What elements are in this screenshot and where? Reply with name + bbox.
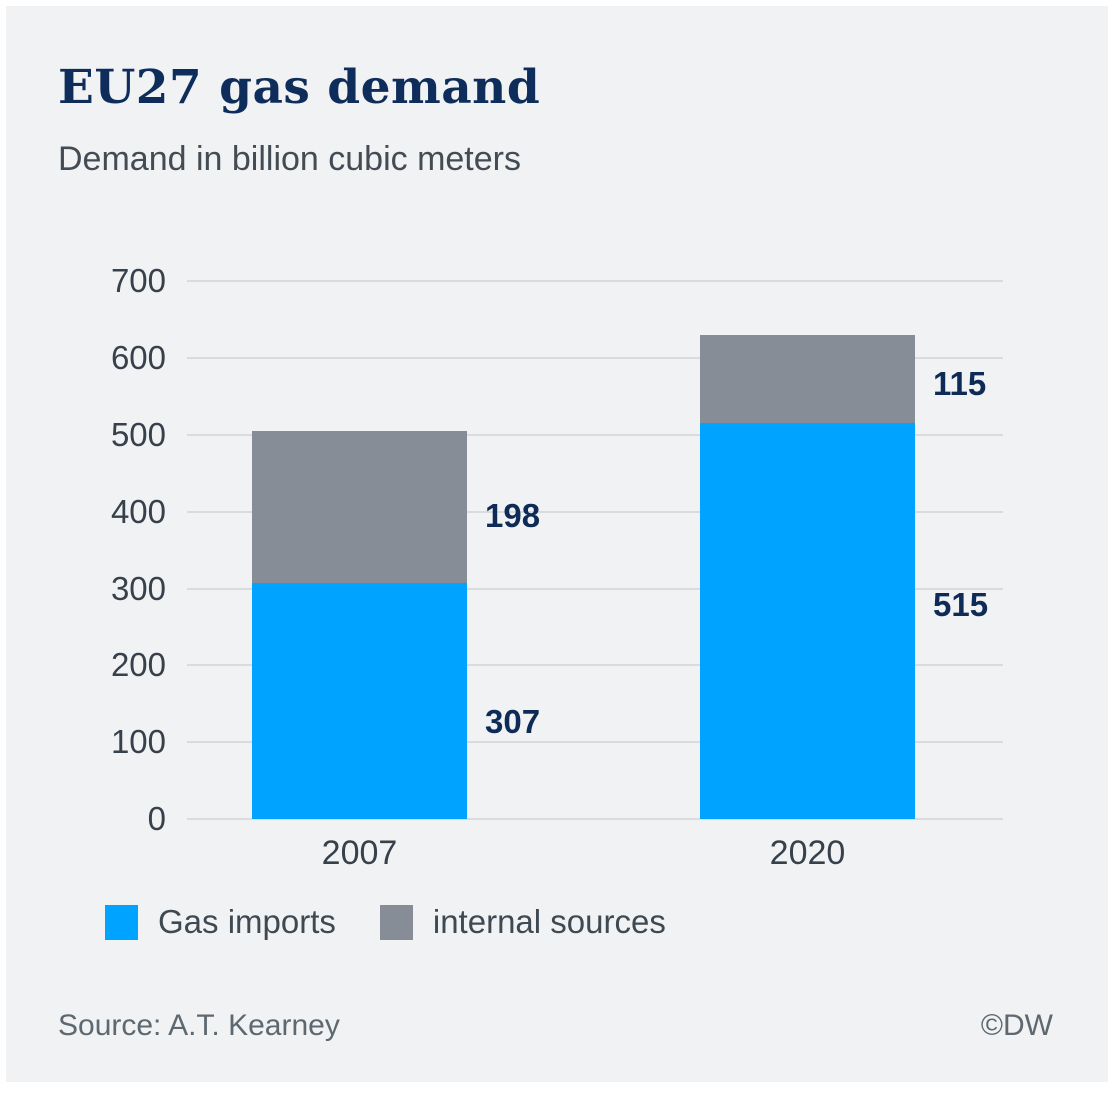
x-axis-label-2020: 2020	[769, 834, 846, 872]
chart-title: EU27 gas demand	[58, 60, 541, 115]
value-label-2007-gas-imports: 307	[485, 703, 541, 741]
legend-label-internal-sources: internal sources	[432, 903, 666, 940]
value-label-2020-internal-sources: 115	[933, 365, 987, 403]
x-axis-label-2007: 2007	[321, 834, 398, 872]
gridline-300	[187, 587, 1003, 590]
y-tick-label-500: 500	[110, 416, 166, 453]
y-tick-label-400: 400	[110, 492, 166, 530]
value-label-2007-internal-sources: 198	[485, 497, 541, 535]
bar-2020-internal-sources	[700, 335, 915, 424]
gridline-500	[187, 434, 1003, 436]
y-tick-label-200: 200	[110, 646, 166, 684]
gas-imports-swatch-icon	[105, 904, 138, 940]
y-tick-label-0: 0	[147, 800, 166, 837]
legend-label-gas-imports: Gas imports	[158, 903, 336, 940]
y-tick-label-100: 100	[110, 723, 166, 761]
bar-2007-gas-imports	[252, 583, 467, 819]
infographic-panel: EU27 gas demand Demand in billion cubic …	[6, 6, 1108, 1082]
internal-sources-swatch-icon	[379, 904, 413, 940]
y-tick-label-700: 700	[110, 262, 166, 300]
gridline-400	[187, 510, 1003, 513]
gridline-600	[187, 357, 1003, 360]
gridline-700	[187, 280, 1003, 283]
chart-legend: Gas imports internal sources	[105, 903, 666, 941]
source-credit: Source: A.T. Kearney	[58, 1009, 340, 1042]
gridline-100	[187, 741, 1003, 744]
bar-2007-internal-sources	[252, 431, 467, 584]
legend-item-internal-sources: internal sources	[379, 903, 666, 941]
y-tick-label-300: 300	[110, 569, 166, 607]
dw-copyright: ©DW	[980, 1009, 1053, 1042]
gridline-200	[187, 664, 1003, 667]
gridline-0	[187, 818, 1003, 820]
value-label-2020-gas-imports: 515	[933, 586, 989, 624]
chart-subtitle: Demand in billion cubic meters	[58, 140, 521, 178]
stacked-bar-chart: 0 100 200 300 400 500 600 700 307 198 2007 515 115 20…	[6, 6, 1114, 1094]
y-tick-label-600: 600	[110, 339, 166, 377]
bar-2020-gas-imports	[700, 423, 915, 819]
legend-item-gas-imports: Gas imports	[105, 903, 336, 941]
